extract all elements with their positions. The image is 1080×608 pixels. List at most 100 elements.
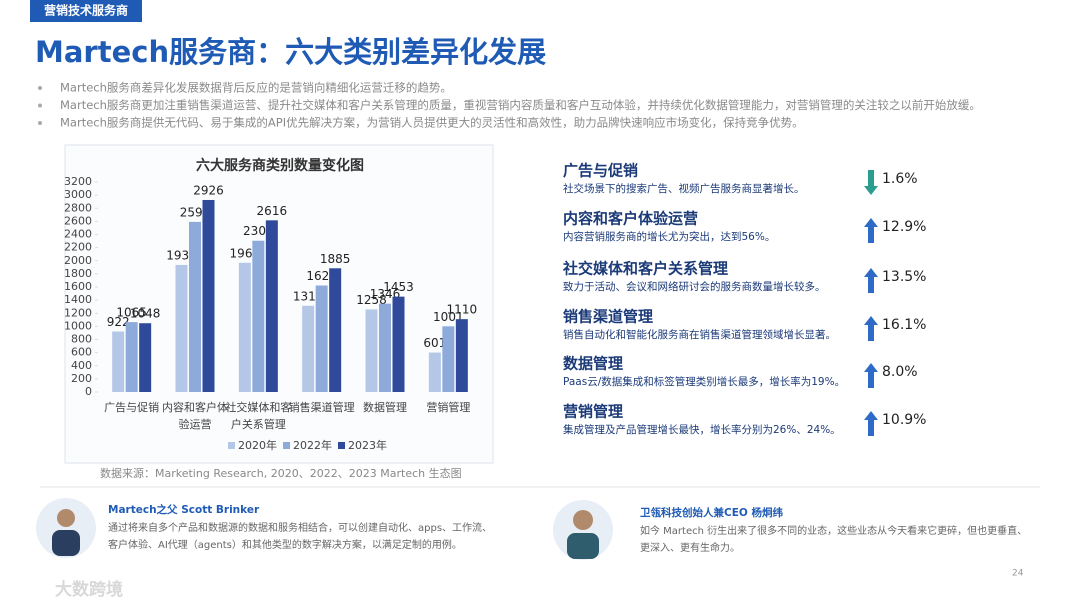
bar xyxy=(302,305,315,392)
item-desc: 致力于活动、会议和网络研讨会的服务商数量增长较多。 xyxy=(563,280,826,293)
y-tick-label: 1800 xyxy=(64,267,92,280)
item-change: 13.5% xyxy=(882,269,926,285)
legend-swatch xyxy=(228,442,235,449)
quote-line: 更深入、更有生命力。 xyxy=(640,541,740,554)
trend-arrow xyxy=(864,170,878,195)
title: Martech服务商：六大类别差异化发展 xyxy=(35,35,546,69)
bullet: Martech服务商更加注重销售渠道运营、提升社交媒体和客户关系管理的质量，重视… xyxy=(60,98,981,112)
quote-line: 客户体验、AI代理（agents）和其他类型的数字解决方案，以满足定制的用例。 xyxy=(108,538,462,551)
chart-title: 六大服务商类别数量变化图 xyxy=(196,157,364,174)
bar xyxy=(365,309,378,392)
bar xyxy=(202,199,215,392)
trend-arrow xyxy=(864,411,878,436)
legend-swatch xyxy=(338,442,345,449)
quote-line: 通过将来自多个产品和数据源的数据和服务相结合，可以创建自动化、apps、工作流、 xyxy=(108,521,492,534)
item-title: 内容和客户体验运营 xyxy=(563,210,698,228)
bar xyxy=(189,221,201,392)
avatar xyxy=(36,498,96,558)
y-tick-label: 2200 xyxy=(64,241,92,254)
value-label: 1048 xyxy=(130,307,161,321)
value-label: 2616 xyxy=(257,204,288,218)
x-tick-label: 广告与促销 xyxy=(104,400,159,414)
page-number: 24 xyxy=(1012,569,1024,579)
legend-label: 2023年 xyxy=(348,438,387,452)
item-title: 数据管理 xyxy=(563,355,623,373)
y-tick-label: 3200 xyxy=(64,175,92,188)
trend-arrow xyxy=(864,316,878,341)
legend-label: 2020年 xyxy=(238,438,277,452)
logo: 大数跨境 xyxy=(55,579,123,600)
bullet: Martech服务商提供无代码、易于集成的API优先解决方案，为营销人员提供更大… xyxy=(60,116,804,130)
bullet-dot xyxy=(38,121,42,125)
tag: 营销技术服务商 xyxy=(44,3,128,18)
avatar-body xyxy=(567,533,599,559)
value-label: 2926 xyxy=(193,183,224,197)
x-tick-label: 社交媒体和客户关系管理 xyxy=(225,400,291,431)
quote-name: Martech之父 Scott Brinker xyxy=(108,503,260,516)
y-tick-label: 2800 xyxy=(64,201,92,214)
y-tick-label: 200 xyxy=(71,372,92,385)
x-tick-label: 销售渠道管理 xyxy=(289,400,355,414)
bar xyxy=(442,326,455,392)
y-tick-label: 1400 xyxy=(64,293,92,306)
tag-box xyxy=(30,0,142,22)
item-title: 社交媒体和客户关系管理 xyxy=(562,260,728,278)
item-change: 1.6% xyxy=(882,171,918,187)
bar xyxy=(175,264,188,392)
bullet-dot xyxy=(38,86,42,90)
value-label: 1065 xyxy=(116,306,147,320)
y-tick-label: 2400 xyxy=(64,228,92,241)
y-tick-label: 2000 xyxy=(64,254,92,267)
legend-swatch xyxy=(283,442,290,449)
bar xyxy=(329,268,342,392)
trend-arrow xyxy=(864,268,878,293)
value-label: 601 xyxy=(423,336,446,350)
bar xyxy=(392,296,405,392)
item-change: 10.9% xyxy=(882,412,926,428)
item-desc: 内容营销服务商的增长尤为突出，达到56%。 xyxy=(563,230,775,243)
item-desc: 销售自动化和智能化服务商在销售渠道管理领域增长显著。 xyxy=(563,328,836,341)
avatar-body xyxy=(52,530,80,556)
source: 数据来源：Marketing Research, 2020、2022、2023 … xyxy=(100,466,462,480)
y-tick-label: 1200 xyxy=(64,306,92,319)
x-tick-label: 内容和客户体验运营 xyxy=(162,400,228,431)
bullet: Martech服务商差异化发展数据背后反应的是营销向精细化运营迁移的趋势。 xyxy=(60,81,452,95)
bar xyxy=(379,303,391,392)
item-desc: Paas云/数据集成和标签管理类别增长最多，增长率为19%。 xyxy=(563,375,845,388)
value-label: 1110 xyxy=(447,303,478,317)
item-title: 营销管理 xyxy=(563,403,623,421)
item-desc: 集成管理及产品管理增长最快，增长率分别为26%、24%。 xyxy=(563,423,841,436)
y-tick-label: 1000 xyxy=(64,319,92,332)
quote-line: 如今 Martech 衍生出来了很多不同的业态，这些业态从今天看来它更碎，但也更… xyxy=(640,524,1027,537)
bullet-dot xyxy=(38,103,42,108)
trend-arrow xyxy=(864,363,878,388)
item-change: 12.9% xyxy=(882,219,926,235)
x-tick-label: 营销管理 xyxy=(426,400,470,414)
x-tick-label: 数据管理 xyxy=(363,400,407,414)
y-tick-label: 600 xyxy=(71,346,92,359)
bar xyxy=(265,220,278,392)
y-tick-label: 400 xyxy=(71,359,92,372)
bar xyxy=(252,240,265,392)
legend-label: 2022年 xyxy=(293,438,332,452)
value-label: 1258 xyxy=(356,293,387,307)
y-tick-label: 2600 xyxy=(64,214,92,227)
avatar-head xyxy=(573,510,593,530)
quote-name: 卫瓴科技创始人兼CEO 杨炯纬 xyxy=(640,506,783,519)
trend-arrow xyxy=(864,218,878,243)
bar xyxy=(428,352,441,392)
bar xyxy=(315,285,328,392)
bar xyxy=(139,323,152,392)
bar xyxy=(112,331,125,392)
item-title: 广告与促销 xyxy=(563,162,638,180)
avatar-head xyxy=(57,509,75,527)
item-title: 销售渠道管理 xyxy=(563,308,653,326)
value-label: 1453 xyxy=(383,280,414,294)
y-tick-label: 1600 xyxy=(64,280,92,293)
value-label: 1885 xyxy=(320,252,351,266)
y-tick-label: 800 xyxy=(71,333,92,346)
bar xyxy=(455,319,468,392)
item-change: 16.1% xyxy=(882,317,926,333)
bar xyxy=(238,262,251,392)
